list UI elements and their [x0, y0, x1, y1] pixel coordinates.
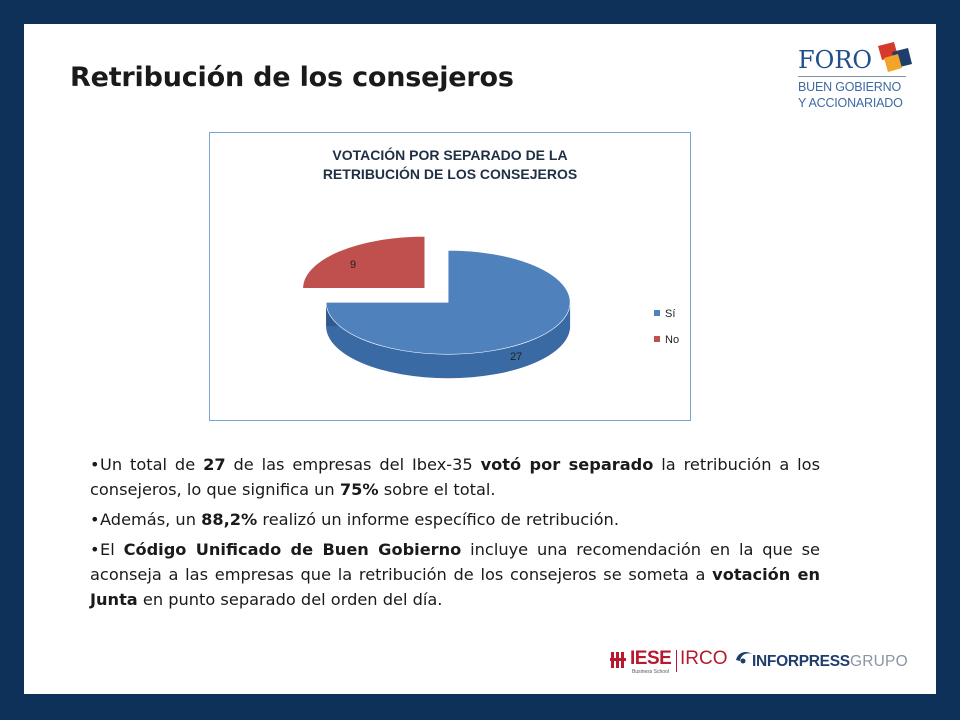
bullet-text: en punto separado del orden del día. [137, 590, 443, 609]
foro-logo-word: FORO [798, 46, 873, 74]
chart-title-line1: VOTACIÓN POR SEPARADO DE LA [332, 147, 568, 163]
foro-logo-line1: BUEN GOBIERNO [798, 80, 901, 94]
pie-chart: VOTACIÓN POR SEPARADO DE LA RETRIBUCIÓN … [209, 132, 691, 421]
bullet-item: •Además, un 88,2% realizó un informe esp… [90, 507, 820, 532]
irco-logo: IRCO [680, 648, 728, 669]
footer-logos: IESE Business School IRCO INFORPRESS GRU… [610, 642, 930, 682]
bullet-emphasis: votó por separado [480, 455, 654, 474]
bullet-emphasis: 75% [339, 480, 379, 499]
bullet-text: Además, un [100, 510, 202, 529]
irco-divider [676, 650, 677, 672]
bullet-dot: • [90, 540, 100, 559]
pie-slice-si [325, 249, 571, 355]
data-label-si: 27 [510, 351, 522, 363]
legend-swatch-si [654, 310, 660, 316]
inforpress-swoosh-icon [736, 652, 752, 664]
data-label-no: 9 [350, 259, 356, 271]
legend-label-no: No [665, 334, 679, 346]
bullet-list: •Un total de 27 de las empresas del Ibex… [90, 452, 820, 617]
bullet-text: Un total de [100, 455, 204, 474]
iese-logo: IESE [630, 648, 672, 669]
bullet-text: de las empresas del Ibex-35 [225, 455, 481, 474]
slide: Retribución de los consejeros FORO BUEN … [24, 24, 936, 694]
bullet-text: El [100, 540, 124, 559]
inforpress-logo: INFORPRESS [752, 653, 850, 670]
foro-logo-mark-icon [878, 42, 912, 72]
bullet-text: sobre el total. [378, 480, 496, 499]
chart-title-line2: RETRIBUCIÓN DE LOS CONSEJEROS [322, 166, 578, 182]
slide-title: Retribución de los consejeros [70, 62, 514, 93]
bullet-emphasis: 27 [203, 455, 226, 474]
legend-swatch-no [654, 336, 660, 342]
chart-title: VOTACIÓN POR SEPARADO DE LA RETRIBUCIÓN … [210, 146, 690, 184]
bullet-text: la retribución a los consejeros, lo que … [90, 455, 821, 499]
bullet-text: realizó un informe específico de retribu… [257, 510, 619, 529]
chart-canvas: 27 9 Sí No [302, 235, 679, 379]
bullet-dot: • [90, 510, 100, 529]
inforpress-grupo: GRUPO [850, 653, 908, 670]
foro-logo-line2: Y ACCIONARIADO [798, 96, 903, 110]
bullet-dot: • [90, 455, 100, 474]
pie-slice-side-si [326, 302, 571, 379]
bullet-emphasis: votación en Junta [90, 565, 821, 609]
iese-logo-subtitle: Business School [632, 669, 669, 675]
foro-logo-divider [798, 76, 906, 77]
pie-slice-no [302, 235, 426, 289]
iese-crest-icon [610, 652, 626, 668]
bullet-emphasis: 88,2% [201, 510, 258, 529]
bullet-item: •Un total de 27 de las empresas del Ibex… [90, 452, 820, 502]
bullet-text: incluye una recomendación en la que se a… [90, 540, 820, 584]
bullet-emphasis: Código Unificado de Buen Gobierno [123, 540, 462, 559]
legend-label-si: Sí [665, 308, 675, 320]
foro-logo: FORO BUEN GOBIERNO Y ACCIONARIADO [792, 42, 932, 112]
bullet-item: •El Código Unificado de Buen Gobierno in… [90, 537, 820, 612]
